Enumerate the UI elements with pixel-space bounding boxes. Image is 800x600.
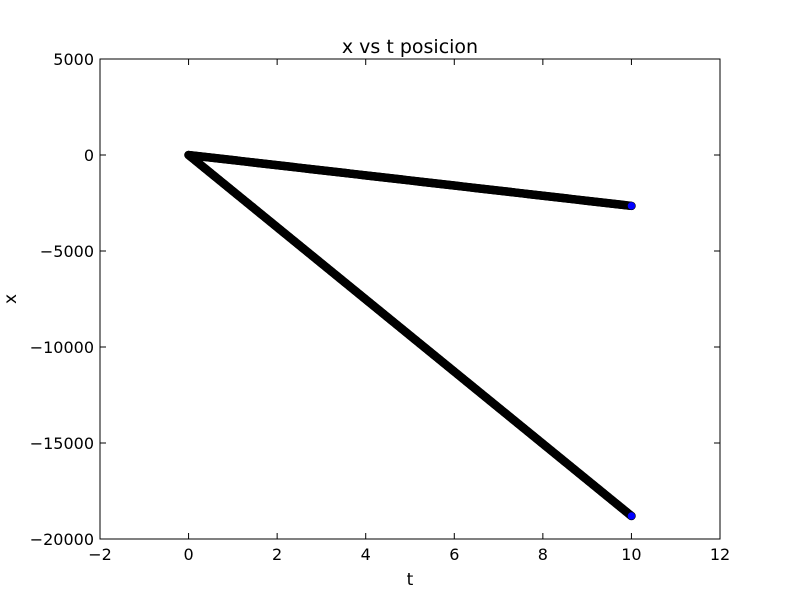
y-tick-label: 5000	[53, 50, 94, 69]
axis-ticks	[99, 58, 721, 540]
x-tick-label: 4	[361, 545, 371, 564]
x-tick-label: 12	[710, 545, 730, 564]
x-axis-label: t	[407, 570, 414, 590]
chart-title: x vs t posicion	[342, 36, 478, 58]
y-tick-labels: −20000 −15000 −10000 −5000 0 5000	[30, 50, 94, 549]
y-axis-label: x	[1, 294, 21, 304]
y-tick-label: 0	[84, 146, 94, 165]
x-tick-label: −2	[88, 545, 112, 564]
x-tick-label: 0	[183, 545, 193, 564]
x-tick-labels: −2 0 2 4 6 8 10 12	[88, 545, 730, 564]
y-tick-label: −10000	[30, 338, 94, 357]
x-tick-label: 10	[621, 545, 641, 564]
x-tick-label: 8	[538, 545, 548, 564]
y-tick-label: −5000	[40, 242, 94, 261]
series-2-point	[627, 511, 636, 521]
y-tick-label: −20000	[30, 530, 94, 549]
x-tick-label: 6	[449, 545, 459, 564]
y-tick-label: −15000	[30, 434, 94, 453]
x-tick-label: 2	[272, 545, 282, 564]
plot-frame	[99, 58, 721, 540]
series-1-point	[627, 201, 636, 211]
data-points	[184, 150, 636, 521]
